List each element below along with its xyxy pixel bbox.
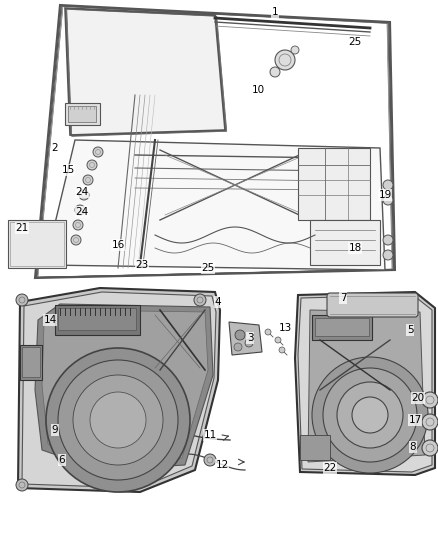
Bar [10, 222, 64, 266]
Text: 4: 4 [215, 297, 221, 307]
Circle shape [275, 50, 295, 70]
Circle shape [245, 339, 253, 347]
Bar [68, 106, 96, 122]
Circle shape [73, 220, 83, 230]
Circle shape [90, 392, 146, 448]
Circle shape [16, 294, 28, 306]
Text: 15: 15 [61, 165, 74, 175]
Text: 3: 3 [247, 333, 253, 343]
Circle shape [383, 180, 393, 190]
Text: 2: 2 [52, 143, 58, 153]
Text: 23: 23 [135, 260, 148, 270]
Ellipse shape [127, 247, 149, 257]
Circle shape [337, 382, 403, 448]
Circle shape [265, 329, 271, 335]
Circle shape [83, 175, 93, 185]
Circle shape [422, 392, 438, 408]
Circle shape [275, 337, 281, 343]
Polygon shape [229, 322, 262, 355]
Circle shape [422, 414, 438, 430]
Text: 19: 19 [378, 190, 392, 200]
Text: 20: 20 [411, 393, 424, 403]
Text: 8: 8 [410, 442, 416, 452]
Circle shape [270, 67, 280, 77]
Text: 1: 1 [272, 7, 278, 17]
Circle shape [73, 375, 163, 465]
Text: 22: 22 [323, 463, 337, 473]
Text: 24: 24 [75, 207, 88, 217]
Circle shape [16, 479, 28, 491]
Circle shape [93, 147, 103, 157]
Circle shape [291, 46, 299, 54]
Text: 25: 25 [201, 263, 215, 273]
Circle shape [234, 343, 242, 351]
Circle shape [383, 195, 393, 205]
Polygon shape [18, 288, 220, 492]
Text: 7: 7 [340, 293, 346, 303]
Text: 6: 6 [59, 455, 65, 465]
Bar [312, 315, 372, 340]
Polygon shape [42, 310, 208, 462]
Bar [315, 318, 369, 336]
Polygon shape [57, 452, 73, 464]
FancyBboxPatch shape [327, 293, 418, 317]
Polygon shape [310, 220, 380, 265]
Polygon shape [308, 310, 425, 462]
Text: 13: 13 [279, 323, 292, 333]
Polygon shape [35, 304, 213, 470]
Circle shape [352, 397, 388, 433]
Text: 14: 14 [43, 315, 57, 325]
Polygon shape [298, 295, 432, 472]
Circle shape [422, 440, 438, 456]
Circle shape [235, 330, 245, 340]
Text: 25: 25 [348, 37, 362, 47]
Text: 9: 9 [52, 425, 58, 435]
Circle shape [204, 454, 216, 466]
Circle shape [46, 348, 190, 492]
Circle shape [79, 190, 89, 200]
Polygon shape [295, 292, 435, 475]
Text: 16: 16 [111, 240, 125, 250]
Circle shape [58, 360, 178, 480]
Circle shape [383, 250, 393, 260]
Bar [8, 220, 66, 268]
Text: 17: 17 [408, 415, 422, 425]
Polygon shape [22, 292, 216, 488]
Bar [55, 305, 140, 335]
Polygon shape [45, 140, 385, 270]
Text: 24: 24 [75, 187, 88, 197]
Bar [65, 103, 100, 125]
Circle shape [312, 357, 428, 473]
Text: 5: 5 [407, 325, 413, 335]
Polygon shape [298, 148, 370, 220]
Bar [20, 345, 42, 380]
Circle shape [194, 294, 206, 306]
Text: 10: 10 [251, 85, 265, 95]
Polygon shape [65, 8, 225, 135]
Circle shape [383, 235, 393, 245]
Text: 11: 11 [203, 430, 217, 440]
Circle shape [71, 235, 81, 245]
Text: 12: 12 [215, 460, 229, 470]
Bar [58, 308, 136, 330]
Text: 21: 21 [15, 223, 28, 233]
Circle shape [323, 368, 417, 462]
Bar [22, 347, 40, 377]
Circle shape [75, 205, 85, 215]
Circle shape [87, 160, 97, 170]
Text: 18: 18 [348, 243, 362, 253]
Bar [300, 435, 330, 460]
Circle shape [279, 347, 285, 353]
